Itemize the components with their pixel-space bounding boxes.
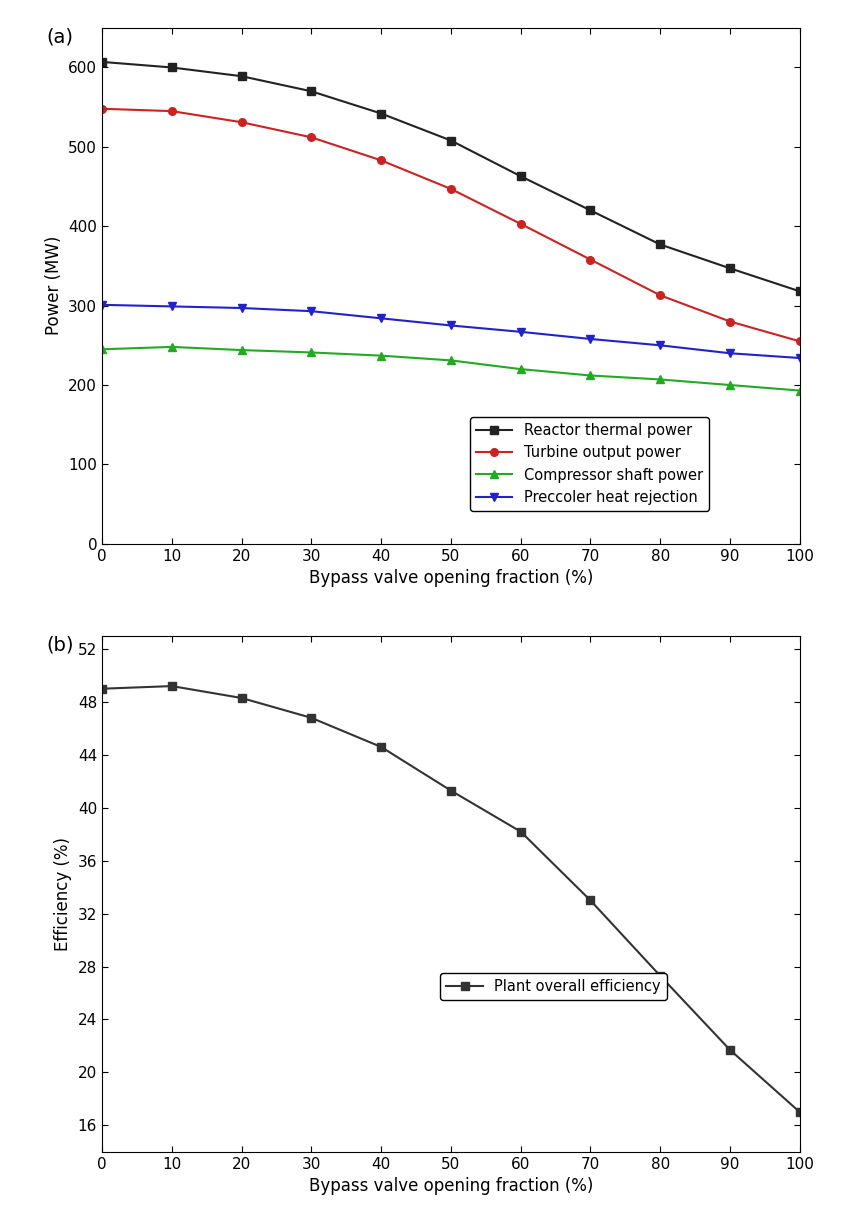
Reactor thermal power [97,55,107,70]
Plant overall efficiency [585,893,595,907]
Plant overall efficiency [446,783,456,797]
Preccoler heat rejection [306,303,317,318]
Reactor thermal power [795,284,805,298]
Reactor thermal power [655,237,665,252]
Compressor shaft power [376,349,386,363]
Turbine output power [795,334,805,349]
Reactor thermal power [167,60,177,75]
Plant overall efficiency [795,1104,805,1119]
Plant overall efficiency [725,1042,735,1057]
Turbine output power [655,287,665,302]
Turbine output power [446,181,456,196]
Turbine output power [376,153,386,168]
Plant overall efficiency [97,681,107,696]
Line: Plant overall efficiency: Plant overall efficiency [99,682,803,1115]
Reactor thermal power [446,133,456,148]
X-axis label: Bypass valve opening fraction (%): Bypass valve opening fraction (%) [309,569,593,587]
Reactor thermal power [585,203,595,218]
Line: Preccoler heat rejection: Preccoler heat rejection [99,301,803,362]
Turbine output power [585,252,595,267]
Compressor shaft power [585,368,595,383]
Preccoler heat rejection [237,301,247,316]
Text: (b): (b) [46,636,74,654]
Preccoler heat rejection [376,311,386,325]
Compressor shaft power [167,340,177,355]
Preccoler heat rejection [446,318,456,333]
Compressor shaft power [237,342,247,357]
Reactor thermal power [376,106,386,121]
Preccoler heat rejection [585,331,595,346]
Preccoler heat rejection [655,338,665,352]
Turbine output power [167,104,177,119]
Preccoler heat rejection [97,297,107,312]
Legend: Plant overall efficiency: Plant overall efficiency [440,974,667,1000]
Plant overall efficiency [237,691,247,706]
Plant overall efficiency [655,969,665,983]
Reactor thermal power [725,260,735,275]
Preccoler heat rejection [167,300,177,314]
Reactor thermal power [237,68,247,83]
Compressor shaft power [97,342,107,357]
Line: Compressor shaft power: Compressor shaft power [99,344,803,394]
Compressor shaft power [306,345,317,360]
Plant overall efficiency [376,740,386,755]
Line: Reactor thermal power: Reactor thermal power [99,59,803,295]
Turbine output power [515,216,525,231]
Turbine output power [725,314,735,329]
Compressor shaft power [446,353,456,368]
Reactor thermal power [306,84,317,99]
Plant overall efficiency [306,711,317,725]
Reactor thermal power [515,169,525,183]
Legend: Reactor thermal power, Turbine output power, Compressor shaft power, Preccoler h: Reactor thermal power, Turbine output po… [470,417,709,511]
Compressor shaft power [655,372,665,386]
Turbine output power [306,130,317,144]
X-axis label: Bypass valve opening fraction (%): Bypass valve opening fraction (%) [309,1178,593,1195]
Compressor shaft power [725,378,735,393]
Line: Turbine output power: Turbine output power [99,105,803,345]
Text: (a): (a) [46,28,73,46]
Preccoler heat rejection [725,346,735,361]
Y-axis label: Power (MW): Power (MW) [45,236,62,335]
Compressor shaft power [515,362,525,377]
Turbine output power [97,102,107,116]
Plant overall efficiency [167,679,177,693]
Y-axis label: Efficiency (%): Efficiency (%) [54,837,72,950]
Turbine output power [237,115,247,130]
Preccoler heat rejection [515,324,525,339]
Compressor shaft power [795,383,805,397]
Plant overall efficiency [515,824,525,839]
Preccoler heat rejection [795,351,805,366]
